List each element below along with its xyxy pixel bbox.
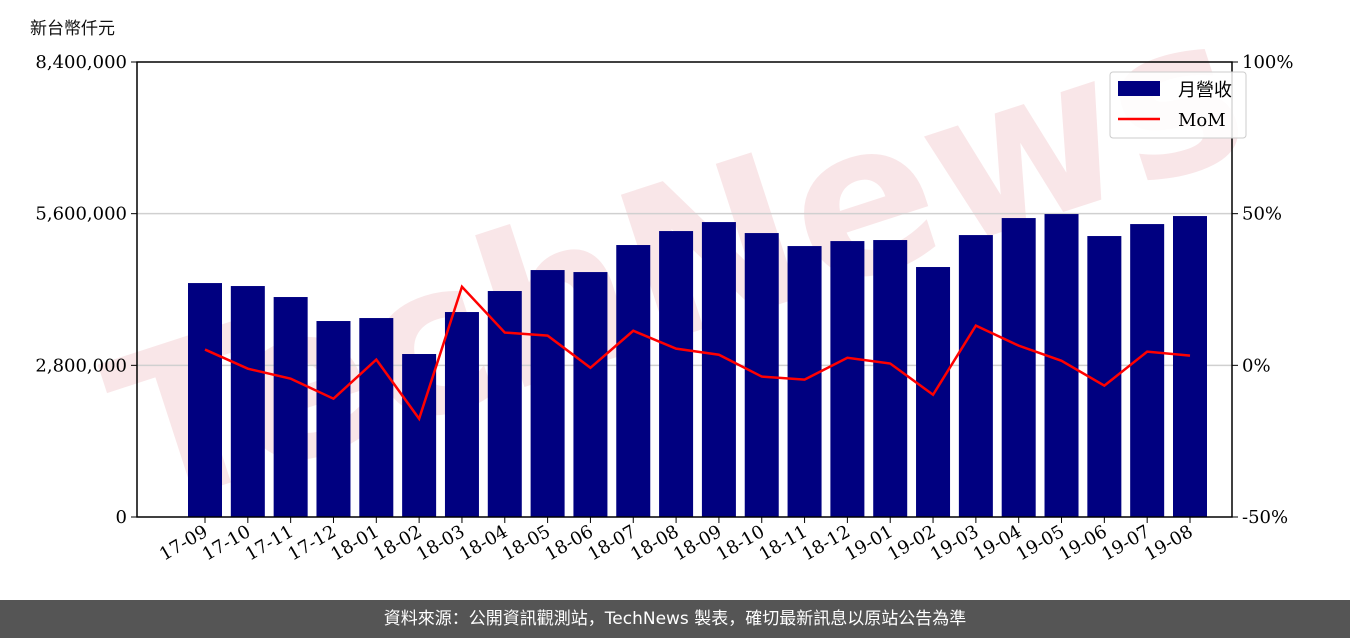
bar-19-07 bbox=[1130, 224, 1165, 518]
x-tick-label: 19-02 bbox=[884, 521, 939, 565]
bar-17-11 bbox=[273, 297, 308, 517]
right-tick-label: 100% bbox=[1242, 52, 1293, 73]
bar-18-09 bbox=[701, 222, 736, 517]
x-tick-label: 17-12 bbox=[285, 521, 340, 565]
x-tick-label: 18-05 bbox=[499, 521, 554, 565]
x-tick-label: 18-10 bbox=[713, 521, 768, 565]
x-tick-label: 18-06 bbox=[541, 521, 596, 565]
x-tick-label: 18-04 bbox=[456, 521, 511, 565]
bar-17-10 bbox=[230, 286, 265, 517]
bar-19-08 bbox=[1173, 216, 1207, 518]
x-tick-label: 19-03 bbox=[927, 521, 982, 565]
legend-label-mom: MoM bbox=[1178, 110, 1226, 131]
x-tick-label: 18-01 bbox=[327, 521, 382, 565]
bar-18-03 bbox=[444, 312, 479, 517]
left-tick-label: 5,600,000 bbox=[35, 204, 127, 225]
bar-19-02 bbox=[916, 267, 951, 517]
bar-18-08 bbox=[659, 231, 694, 517]
x-tick-label: 18-09 bbox=[670, 521, 725, 565]
bar-19-03 bbox=[958, 235, 993, 517]
left-tick-label: 2,800,000 bbox=[35, 355, 127, 376]
bar-18-06 bbox=[573, 272, 608, 517]
left-tick-label: 8,400,000 bbox=[35, 52, 127, 73]
x-tick-label: 19-01 bbox=[841, 521, 896, 565]
left-tick-label: 0 bbox=[116, 507, 127, 528]
right-tick-label: 50% bbox=[1242, 204, 1282, 225]
right-tick-label: 0% bbox=[1242, 355, 1271, 376]
plot-frame bbox=[136, 61, 1233, 518]
x-tick-label: 18-03 bbox=[413, 521, 468, 565]
legend: 月營收 MoM bbox=[1109, 71, 1247, 139]
bar-17-12 bbox=[316, 321, 351, 517]
x-tick-label: 19-05 bbox=[1013, 521, 1068, 565]
x-tick-label: 18-08 bbox=[627, 521, 682, 565]
bar-18-01 bbox=[359, 318, 394, 517]
x-tick-label: 18-02 bbox=[370, 521, 425, 565]
bar-18-05 bbox=[530, 270, 565, 517]
bar-17-09 bbox=[188, 283, 222, 517]
bar-19-01 bbox=[873, 240, 908, 517]
bar-19-05 bbox=[1044, 214, 1079, 517]
bar-19-04 bbox=[1001, 218, 1036, 517]
revenue-chart: TechNews02,800,0005,600,0008,400,000-50%… bbox=[35, 0, 1293, 565]
bar-18-11 bbox=[787, 246, 822, 517]
bar-18-04 bbox=[487, 291, 522, 517]
unit-label: 新台幣仟元 bbox=[30, 19, 115, 39]
source-footer: 資料來源：公開資訊觀測站，TechNews 製表，確切最新訊息以原站公告為準 bbox=[0, 600, 1350, 638]
x-tick-label: 19-07 bbox=[1098, 521, 1153, 565]
x-tick-label: 19-04 bbox=[970, 521, 1025, 565]
legend-label-revenue: 月營收 bbox=[1178, 80, 1232, 101]
x-tick-label: 18-11 bbox=[756, 521, 811, 565]
x-tick-label: 19-08 bbox=[1141, 521, 1196, 565]
bar-18-12 bbox=[830, 241, 865, 517]
legend-bar-swatch bbox=[1118, 81, 1160, 96]
x-tick-label: 18-12 bbox=[798, 521, 853, 565]
bar-18-10 bbox=[744, 233, 779, 517]
bar-18-07 bbox=[616, 245, 651, 517]
mom-line bbox=[204, 284, 1191, 422]
right-tick-label: -50% bbox=[1242, 507, 1288, 528]
x-tick-label: 18-07 bbox=[584, 521, 639, 565]
x-tick-label: 19-06 bbox=[1055, 521, 1110, 565]
